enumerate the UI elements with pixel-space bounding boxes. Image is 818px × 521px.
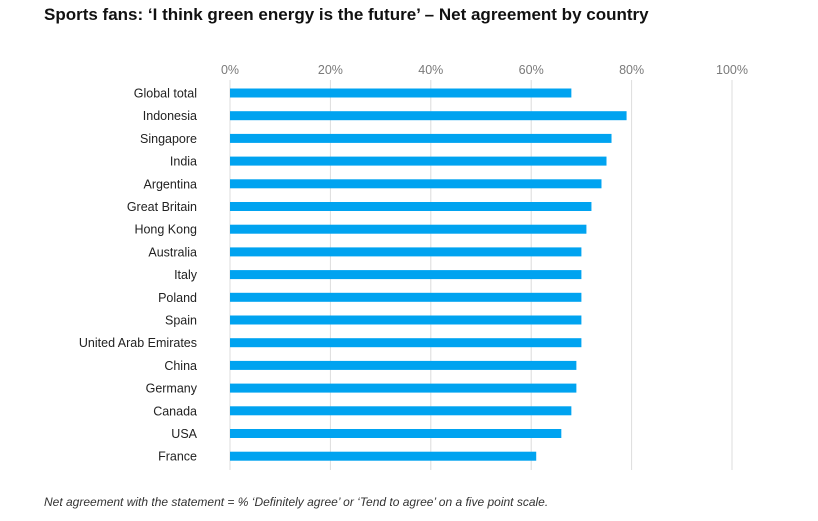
- x-axis-ticks: 0% 20% 40% 60% 80% 100%: [221, 63, 748, 77]
- category-label: United Arab Emirates: [79, 336, 197, 350]
- category-label: Spain: [165, 314, 197, 328]
- bars: [230, 88, 627, 461]
- category-label: Poland: [158, 291, 197, 305]
- bar: [230, 383, 577, 393]
- x-tick-label: 80%: [619, 63, 644, 77]
- x-tick-label: 100%: [716, 63, 748, 77]
- bar: [230, 111, 627, 121]
- category-label: China: [164, 359, 197, 373]
- bar: [230, 202, 592, 211]
- bar: [230, 156, 607, 166]
- x-tick-label: 20%: [318, 63, 343, 77]
- x-tick-label: 60%: [519, 63, 544, 77]
- bar: [230, 88, 572, 98]
- bar: [230, 315, 582, 325]
- bar: [230, 133, 612, 143]
- category-label: Germany: [146, 382, 198, 396]
- bar: [230, 270, 582, 280]
- category-label: USA: [171, 427, 197, 441]
- bar: [230, 292, 582, 302]
- category-label: Indonesia: [143, 109, 197, 123]
- category-label: Singapore: [140, 132, 197, 146]
- bar: [230, 451, 537, 461]
- bar: [230, 429, 562, 438]
- footnote: Net agreement with the statement = % ‘De…: [44, 495, 549, 509]
- bar: [230, 224, 587, 234]
- bar: [230, 338, 582, 348]
- bar: [230, 360, 577, 370]
- category-label: France: [158, 450, 197, 464]
- category-label: Australia: [148, 245, 197, 259]
- bar: [230, 406, 572, 416]
- category-label: Great Britain: [127, 200, 197, 214]
- category-labels: Global total Indonesia Singapore India Argen…: [79, 87, 198, 464]
- x-tick-label: 40%: [418, 63, 443, 77]
- category-label: Argentina: [143, 177, 197, 191]
- category-label: India: [170, 155, 197, 169]
- chart-title: Sports fans: ‘I think green energy is th…: [44, 5, 649, 24]
- bar: [230, 247, 582, 257]
- category-label: Canada: [153, 404, 197, 418]
- category-label: Italy: [174, 268, 198, 282]
- bar-chart: 0% 20% 40% 60% 80% 100% Global total Indonesia…: [79, 63, 748, 470]
- bar: [230, 179, 602, 189]
- category-label: Global total: [134, 87, 197, 101]
- category-label: Hong Kong: [134, 223, 197, 237]
- x-tick-label: 0%: [221, 63, 239, 77]
